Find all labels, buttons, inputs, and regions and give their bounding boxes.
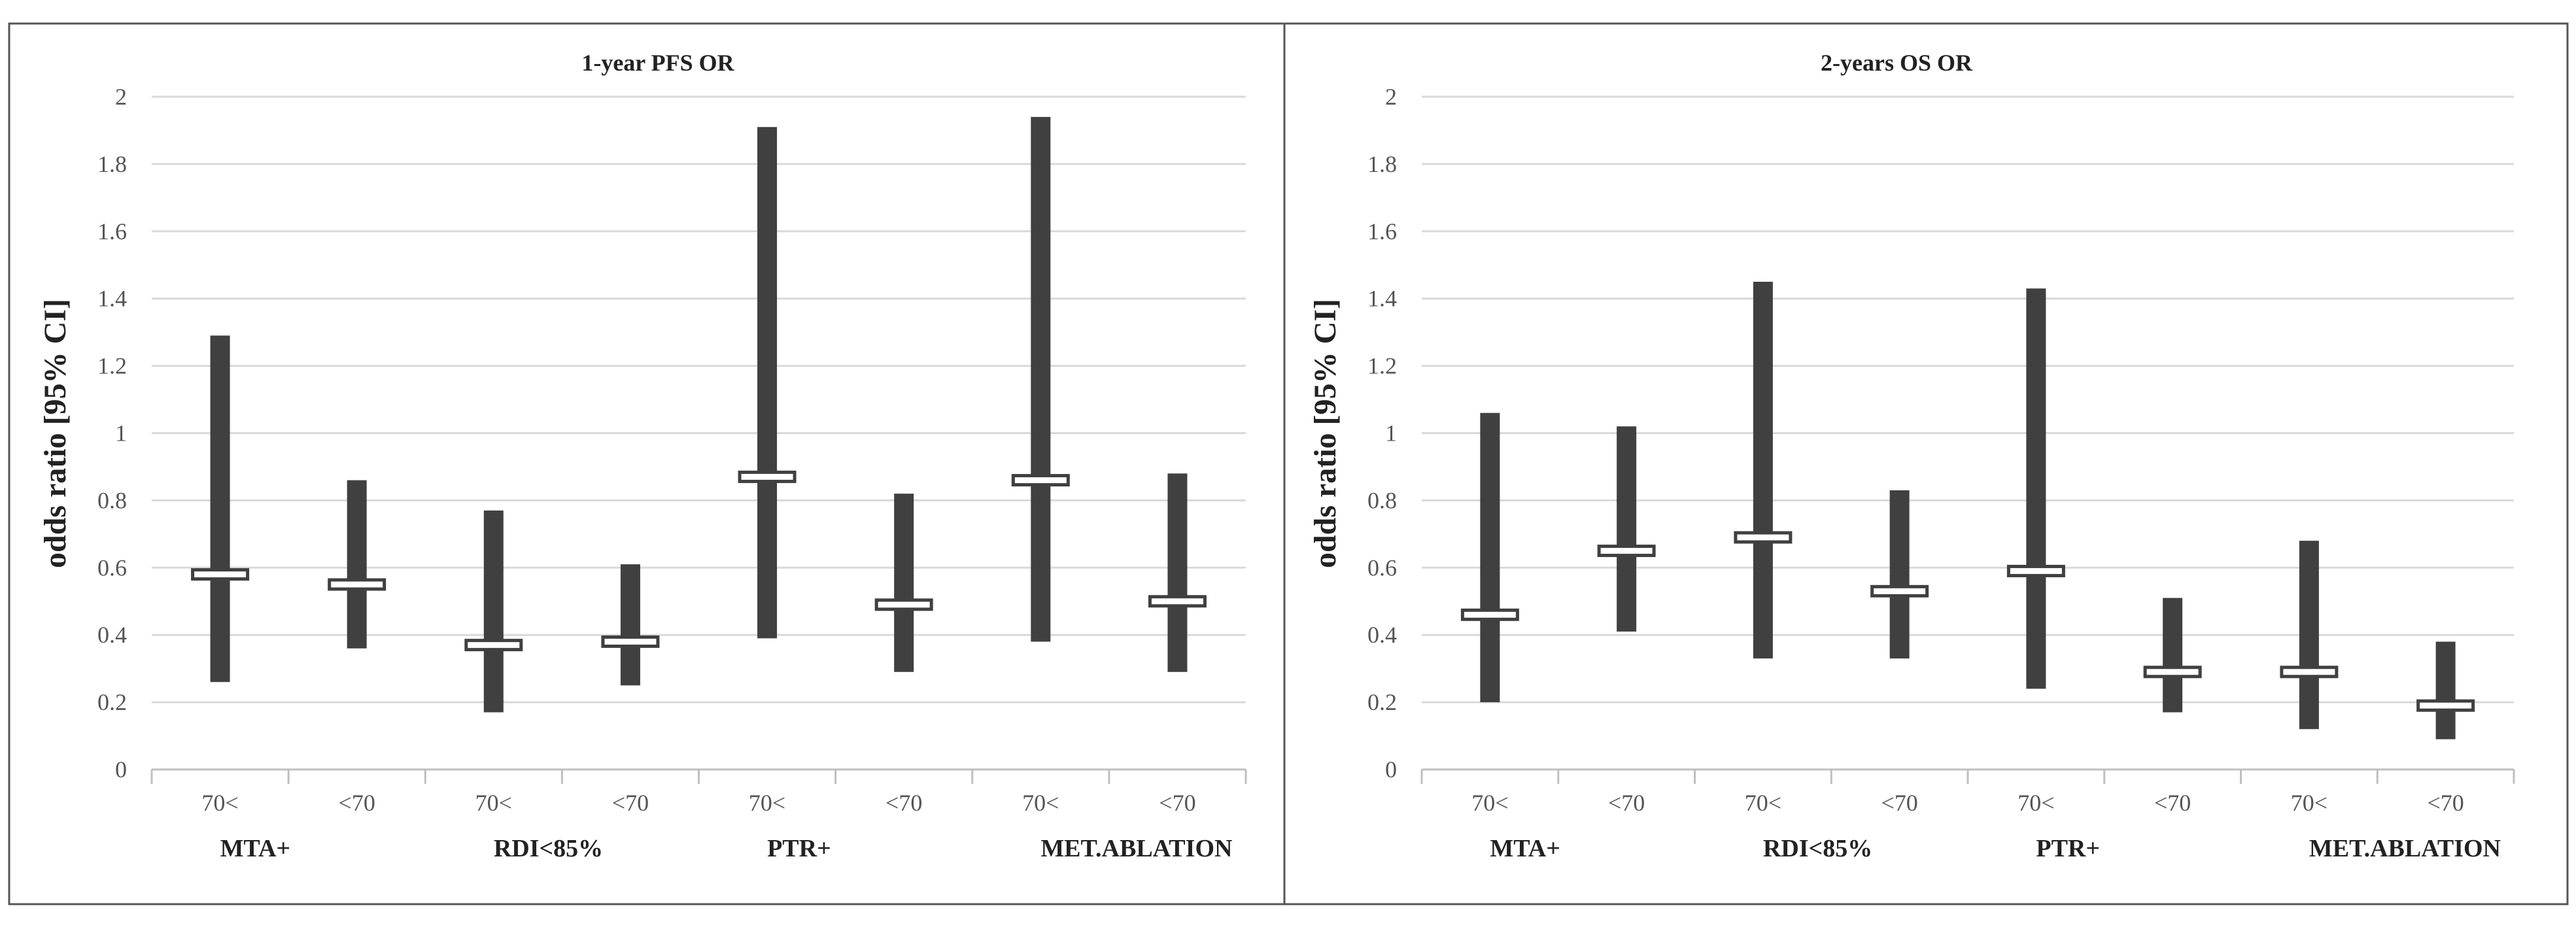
ci-bar <box>620 564 640 686</box>
y-tick-label: 1.2 <box>1367 353 1397 379</box>
ci-bar <box>483 510 504 713</box>
x-category-label: <70 <box>612 790 649 816</box>
x-category-label: 70< <box>201 790 238 816</box>
ci-bar <box>2026 288 2046 689</box>
point-estimate-marker <box>1870 584 1929 598</box>
ci-bar <box>2435 641 2456 739</box>
ci-bar <box>894 494 914 672</box>
y-tick-label: 0 <box>115 756 127 783</box>
y-tick-label: 0.2 <box>1367 689 1397 715</box>
y-tick-label: 1.4 <box>1367 286 1397 312</box>
outer-frame <box>8 22 2569 905</box>
point-estimate-marker <box>874 598 933 611</box>
chart-panel-pfs: 1-year PFS OR odds ratio [95% CI] 0 0.2 0.… <box>38 50 1247 862</box>
x-category-label: 70< <box>2291 790 2327 816</box>
y-axis-label: odds ratio [95% CI] <box>1308 299 1343 568</box>
ci-bar <box>757 127 778 639</box>
x-category-label: <70 <box>1608 790 1645 816</box>
y-tick-label: 1.8 <box>1367 151 1397 177</box>
point-estimate-marker <box>2006 564 2065 577</box>
x-category-label: 70< <box>1745 790 1781 816</box>
x-group-label: RDI<85% <box>494 835 603 862</box>
x-category-label: <70 <box>885 790 922 816</box>
ci-bar <box>1617 426 1637 632</box>
ci-bar <box>347 480 367 649</box>
y-tick-label: 2 <box>115 84 127 110</box>
y-tick-label: 0 <box>1385 756 1397 783</box>
point-estimate-marker <box>464 639 523 652</box>
y-tick-label: 0.6 <box>97 554 127 581</box>
y-tick-label: 1.4 <box>97 286 127 312</box>
x-group-label: MTA+ <box>1490 835 1560 862</box>
x-category-label: <70 <box>2154 790 2191 816</box>
point-estimate-marker <box>1460 608 1519 621</box>
x-group-label: MET.ABLATION <box>1040 835 1232 862</box>
x-category-label: <70 <box>2427 790 2464 816</box>
x-category-label: 70< <box>1471 790 1508 816</box>
ci-bar <box>2163 598 2183 713</box>
x-category-label: 70< <box>1022 790 1059 816</box>
y-tick-label: 1.8 <box>97 151 127 177</box>
ci-bar <box>1480 413 1500 703</box>
y-tick-label: 1.6 <box>1367 218 1397 245</box>
y-tick-label: 1 <box>1385 420 1397 447</box>
point-estimate-marker <box>2280 666 2339 679</box>
point-estimate-marker <box>1148 595 1207 608</box>
y-tick-label: 0.4 <box>97 622 127 648</box>
y-tick-label: 0.6 <box>1367 554 1397 581</box>
x-category-label: 70< <box>475 790 512 816</box>
x-group-label: PTR+ <box>2036 835 2100 862</box>
x-category-label: 70< <box>2018 790 2054 816</box>
point-estimate-marker <box>191 568 250 581</box>
point-estimate-marker <box>1597 545 1656 558</box>
y-tick-label: 1 <box>115 420 127 447</box>
point-estimate-marker <box>1011 474 1070 487</box>
plot-area: 0 0.2 0.4 0.6 0.8 1 1.2 1.4 1.6 1.8 2 70< <70 70< <70 7… <box>1367 84 2515 862</box>
ci-bar <box>210 335 230 683</box>
point-estimate-marker <box>2143 666 2202 679</box>
x-group-label: MTA+ <box>220 835 291 862</box>
point-estimate-marker <box>601 635 660 648</box>
chart-title: 2-years OS OR <box>1821 50 1973 76</box>
y-tick-label: 1.2 <box>97 353 127 379</box>
y-tick-label: 0.2 <box>97 689 127 715</box>
y-tick-label: 0.8 <box>97 487 127 513</box>
x-category-label: <70 <box>1881 790 1917 816</box>
x-group-label: RDI<85% <box>1763 835 1872 862</box>
ci-bar <box>1889 490 1910 659</box>
y-tick-label: 1.6 <box>97 218 127 245</box>
y-tick-label: 0.8 <box>1367 487 1397 513</box>
x-group-label: PTR+ <box>767 835 831 862</box>
point-estimate-marker <box>1734 531 1793 544</box>
point-estimate-marker <box>2416 699 2475 712</box>
x-category-label: 70< <box>749 790 785 816</box>
ci-bar <box>1167 473 1188 672</box>
ci-bar <box>2299 541 2319 730</box>
y-tick-label: 0.4 <box>1367 622 1397 648</box>
y-axis-label: odds ratio [95% CI] <box>38 299 73 568</box>
chart-title: 1-year PFS OR <box>581 50 734 76</box>
x-category-label: <70 <box>339 790 375 816</box>
point-estimate-marker <box>328 578 386 591</box>
chart-panel-os: 2-years OS OR odds ratio [95% CI] 0 0.2 0.… <box>1308 50 2515 862</box>
y-tick-label: 2 <box>1385 84 1397 110</box>
ci-bar <box>1753 281 1773 659</box>
point-estimate-marker <box>738 470 797 483</box>
ci-bar <box>1031 116 1051 642</box>
plot-area: 0 0.2 0.4 0.6 0.8 1 1.2 1.4 1.6 1.8 2 70< <70 70< <70 7… <box>97 84 1247 862</box>
x-category-label: <70 <box>1159 790 1195 816</box>
x-group-label: MET.ABLATION <box>2309 835 2501 862</box>
